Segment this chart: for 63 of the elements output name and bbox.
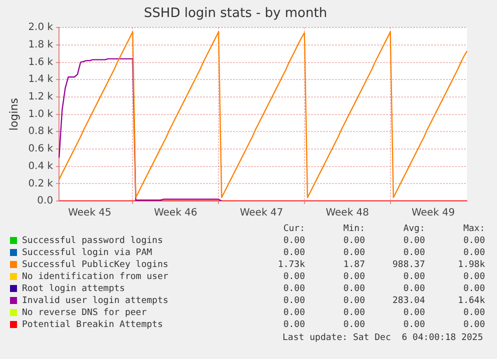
y-tick-label: 0.8 k bbox=[28, 126, 54, 138]
x-tick-label: Week 47 bbox=[240, 208, 284, 219]
y-tick-label: 0.6 k bbox=[28, 144, 54, 155]
text: 0.00 bbox=[402, 319, 425, 331]
text: 0.00 bbox=[282, 283, 305, 295]
legend-label: No reverse DNS for peer bbox=[21, 307, 148, 319]
y-tick-label: 1.0 k bbox=[28, 108, 54, 120]
x-tick-label: Week 45 bbox=[68, 208, 112, 219]
text: Min: bbox=[342, 223, 365, 235]
y-tick-label: 0.2 k bbox=[28, 178, 54, 190]
text: 0.00 bbox=[342, 295, 365, 307]
text: 0.00 bbox=[282, 271, 305, 283]
legend-label: Successful PublicKey logins bbox=[21, 259, 170, 271]
text: 0.00 bbox=[462, 271, 485, 283]
text: Last update: Sat Dec 6 04:00:18 2025 bbox=[282, 333, 483, 343]
text: 0.00 bbox=[282, 235, 305, 247]
text: 0.00 bbox=[462, 283, 485, 295]
text: 0.00 bbox=[342, 271, 365, 283]
y-tick-label: 0.4 k bbox=[28, 160, 54, 172]
text: 0.00 bbox=[402, 307, 425, 319]
x-tick-label: Week 46 bbox=[154, 208, 198, 219]
text: 0.00 bbox=[342, 283, 365, 295]
text: 0.00 bbox=[342, 307, 365, 319]
text: 0.00 bbox=[462, 319, 485, 331]
x-tick-label: Week 48 bbox=[326, 208, 370, 219]
text: 0.00 bbox=[342, 247, 365, 259]
y-tick-label: 1.4 k bbox=[28, 74, 54, 86]
legend-label: No identification from user bbox=[21, 271, 170, 283]
y-tick-label: 1.2 k bbox=[28, 92, 54, 103]
text: 283.04 bbox=[391, 295, 425, 307]
y-axis-title: logins bbox=[7, 98, 20, 131]
y-tick-label: 1.6 k bbox=[28, 56, 54, 68]
text: 0.00 bbox=[462, 307, 485, 319]
text: 1.73k bbox=[276, 259, 305, 271]
text: 0.00 bbox=[462, 247, 485, 259]
y-tick-label: 1.8 k bbox=[28, 40, 54, 51]
text: 0.00 bbox=[402, 235, 425, 247]
legend-label: Potential Breakin Attempts bbox=[21, 319, 164, 331]
text: 1.98k bbox=[456, 259, 485, 271]
text: 0.00 bbox=[402, 271, 425, 283]
text: 0.00 bbox=[342, 319, 365, 331]
text: Cur: bbox=[282, 223, 305, 235]
text: Avg: bbox=[402, 223, 425, 235]
y-tick-label: 0.0 bbox=[37, 196, 54, 207]
text: 0.00 bbox=[342, 235, 365, 247]
text: 0.00 bbox=[402, 283, 425, 295]
text: Max: bbox=[462, 223, 485, 235]
chart-title: SSHD login stats - by month bbox=[144, 6, 328, 22]
y-tick-label: 2.0 k bbox=[28, 22, 54, 34]
text: 0.00 bbox=[282, 295, 305, 307]
text: 988.37 bbox=[391, 259, 425, 271]
legend-label: Invalid user login attempts bbox=[21, 295, 170, 307]
text: 1.64k bbox=[456, 295, 485, 307]
text: 0.00 bbox=[282, 307, 305, 319]
x-tick-label: Week 49 bbox=[412, 208, 455, 219]
text: 0.00 bbox=[462, 235, 485, 247]
legend-label: Successful login via PAM bbox=[21, 247, 154, 259]
text: 0.00 bbox=[282, 247, 305, 259]
text: 0.00 bbox=[282, 319, 305, 331]
legend-label: Successful password logins bbox=[21, 235, 164, 247]
text: 1.87 bbox=[342, 259, 365, 271]
legend-label: Root login attempts bbox=[21, 283, 126, 295]
text: 0.00 bbox=[402, 247, 425, 259]
